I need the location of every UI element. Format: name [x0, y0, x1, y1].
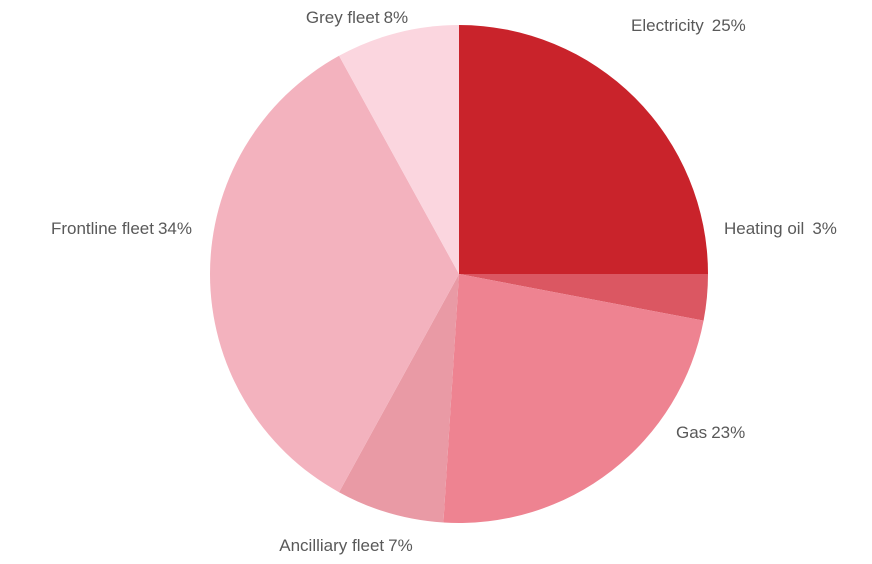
slice-label: Heating oil 3%	[724, 219, 837, 238]
value-label: 8%	[384, 8, 409, 27]
value-label: 3%	[812, 219, 837, 238]
slice-label: Gas 23%	[676, 423, 745, 442]
value-label: 25%	[712, 16, 746, 35]
category-label: Electricity	[631, 16, 704, 35]
pie-slice	[459, 274, 708, 321]
category-label: Ancilliary fleet	[279, 536, 384, 555]
value-label: 7%	[388, 536, 413, 555]
pie-slice	[459, 25, 708, 274]
value-label: 34%	[158, 219, 192, 238]
pie-slice	[209, 55, 459, 493]
slice-label: Ancilliary fleet 7%	[279, 536, 412, 555]
slice-label: Frontline fleet 34%	[51, 219, 192, 238]
value-label: 23%	[711, 423, 745, 442]
category-label: Heating oil	[724, 219, 804, 238]
slice-label: Grey fleet 8%	[306, 8, 408, 27]
category-label: Frontline fleet	[51, 219, 154, 238]
category-label: Grey fleet	[306, 8, 380, 27]
slice-label: Electricity 25%	[631, 16, 746, 35]
pie-slice	[339, 274, 459, 523]
pie-slice	[443, 274, 704, 523]
pie-slice	[339, 25, 459, 274]
category-label: Gas	[676, 423, 707, 442]
